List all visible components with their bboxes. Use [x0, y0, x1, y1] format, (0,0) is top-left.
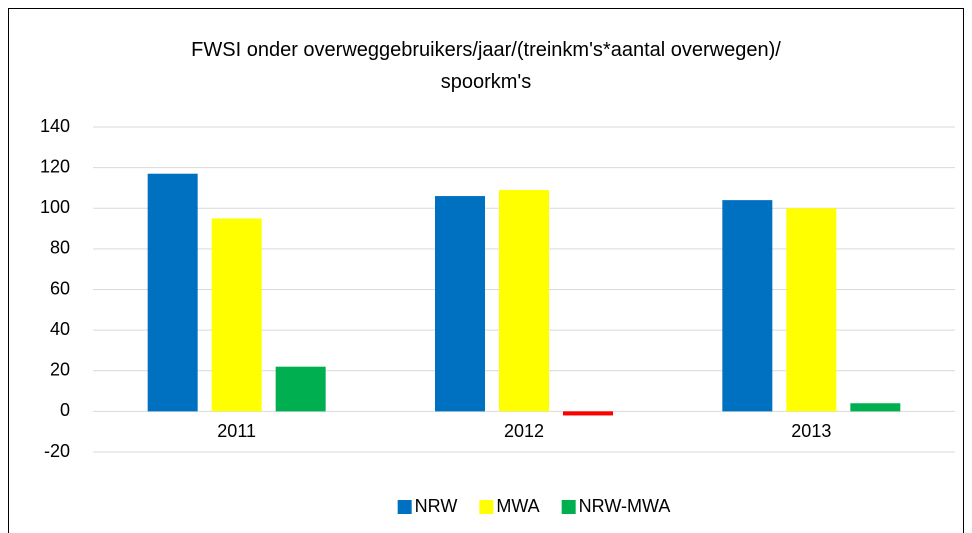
legend-label: MWA	[496, 496, 539, 516]
y-tick-label: 140	[40, 116, 70, 136]
bar	[499, 189, 549, 412]
y-tick-label: 100	[40, 197, 70, 217]
y-tick-label: 60	[50, 278, 70, 298]
y-tick-label: 0	[60, 400, 70, 420]
bar	[147, 173, 198, 412]
y-tick-label: 80	[50, 238, 70, 258]
chart-title: FWSI onder overweggebruikers/jaar/(trein…	[191, 39, 781, 93]
legend-label: NRW	[415, 496, 458, 516]
bar	[275, 366, 326, 412]
bar	[850, 403, 901, 412]
x-tick-label: 2013	[791, 421, 831, 441]
bar	[786, 208, 837, 412]
bar	[722, 200, 773, 412]
y-tick-label: 120	[40, 156, 70, 176]
y-tick-label: 20	[50, 360, 70, 380]
chart-frame	[8, 8, 964, 533]
bar	[435, 196, 485, 412]
legend-label: NRW-MWA	[579, 496, 671, 516]
legend-swatch	[397, 500, 412, 514]
bar	[211, 218, 262, 412]
y-tick-label: -20	[44, 441, 70, 461]
y-tick-label: 40	[50, 319, 70, 339]
x-tick-label: 2012	[504, 421, 544, 441]
legend-swatch	[479, 500, 494, 514]
legend-swatch	[561, 500, 576, 514]
x-tick-label: 2011	[217, 421, 256, 441]
bar	[563, 411, 613, 416]
